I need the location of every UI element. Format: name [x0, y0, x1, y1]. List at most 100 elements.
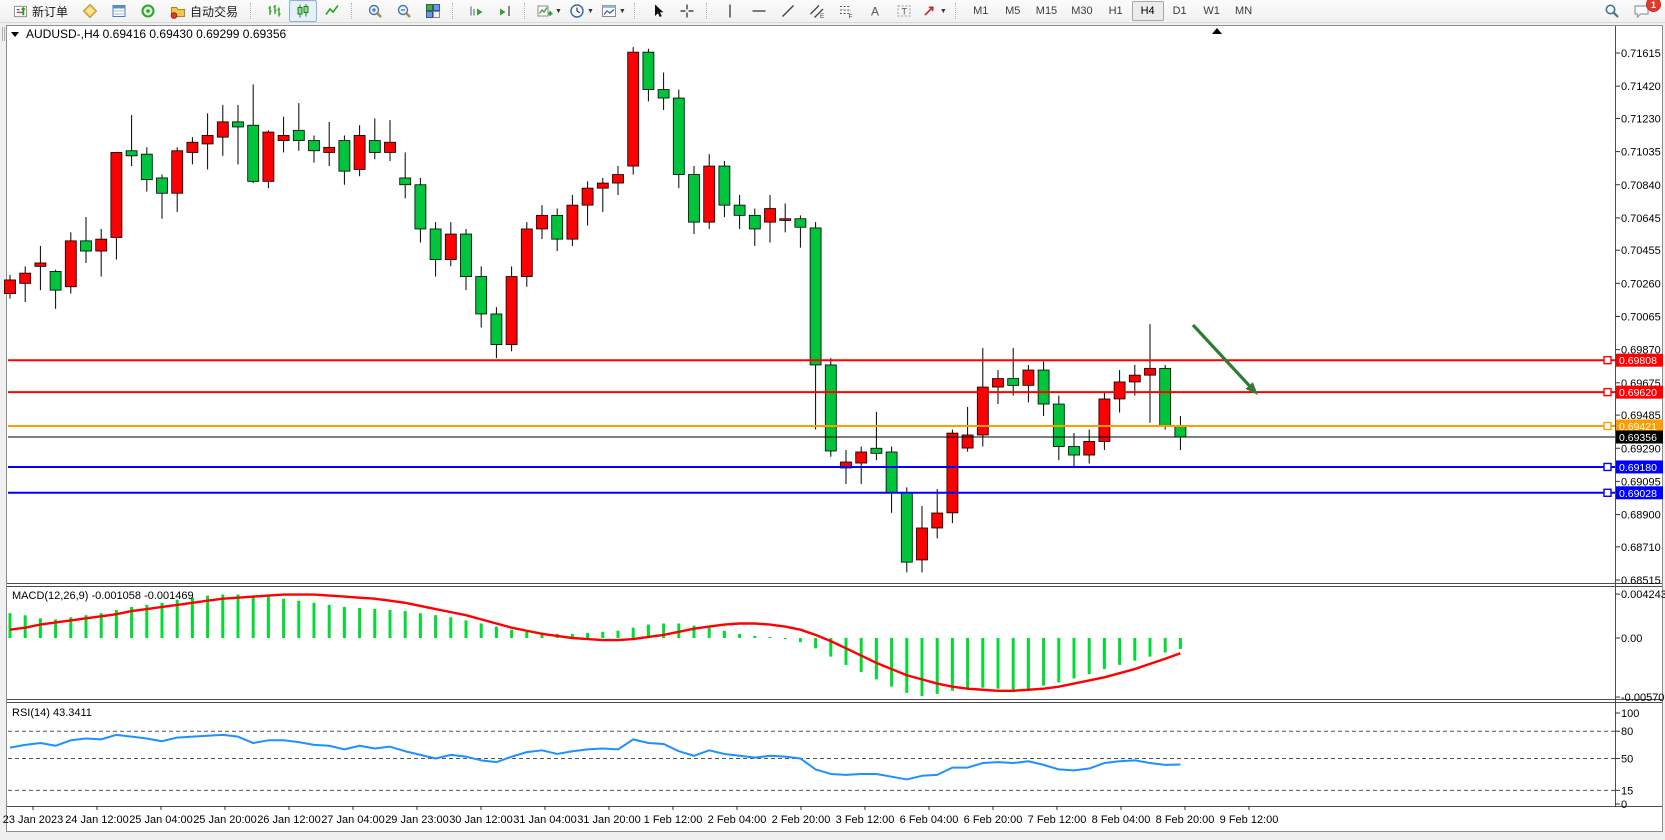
candle-body: [612, 174, 624, 184]
candle-body: [186, 141, 199, 153]
templates-button[interactable]: ▼: [598, 0, 629, 22]
tab-timeframe-H1[interactable]: H1: [1108, 5, 1123, 17]
main-price-pane[interactable]: [4, 47, 1616, 573]
tab-timeframe-M1[interactable]: M1: [973, 5, 989, 17]
candle-body: [64, 240, 77, 288]
candle-body: [171, 150, 184, 194]
market-watch-button[interactable]: [76, 0, 104, 22]
price-badge-label: 0.69356: [1619, 432, 1657, 444]
rsi-pane[interactable]: [8, 730, 1615, 791]
horizontal-line-tool-button[interactable]: [745, 0, 773, 22]
periods-button[interactable]: ▼: [566, 0, 597, 22]
line-chart-type-button[interactable]: [318, 0, 346, 22]
tab-timeframe-W1[interactable]: W1: [1203, 5, 1220, 17]
chart-shift-button[interactable]: [491, 0, 519, 22]
tile-windows-button[interactable]: [419, 0, 447, 22]
auto-trading-button[interactable]: 自动交易: [163, 0, 245, 22]
candle-body: [19, 272, 32, 284]
tab-timeframe-MN[interactable]: MN: [1235, 5, 1253, 17]
notification-count-badge: 1: [1646, 0, 1661, 12]
time-tick-label: 25 Jan 20:00: [193, 814, 257, 826]
price-tick-label: 0.68515: [1621, 575, 1661, 587]
annotation-arrow[interactable]: [1191, 323, 1253, 390]
level-line-handle[interactable]: [1603, 462, 1612, 472]
price-badge-label: 0.69808: [1619, 355, 1657, 367]
indicators-button[interactable]: ▼: [534, 0, 565, 22]
data-window-button[interactable]: [105, 0, 133, 22]
candle-body: [718, 165, 731, 206]
clock-icon: [570, 4, 584, 18]
auto-trading-icon: [170, 7, 186, 19]
candle-body: [338, 140, 351, 172]
candle-body: [840, 461, 852, 469]
candle-body: [34, 262, 47, 267]
candle-body: [1068, 446, 1080, 456]
data-window-icon: [112, 5, 126, 17]
candle-body: [414, 184, 427, 230]
tab-timeframe-D1[interactable]: D1: [1172, 5, 1187, 17]
price-tick-label: 0.69095: [1621, 476, 1661, 488]
candle-body: [794, 218, 807, 228]
time-tick-label: 1 Feb 12:00: [644, 814, 703, 826]
symbol-dropdown-icon[interactable]: [11, 32, 19, 37]
level-line-handle[interactable]: [1603, 387, 1612, 397]
navigator-button[interactable]: [134, 0, 162, 22]
text-label-tool-button[interactable]: T: [890, 0, 918, 22]
tile-windows-icon: [426, 4, 441, 18]
equidistant-channel-tool-button[interactable]: E: [803, 0, 831, 22]
level-line-handle[interactable]: [1603, 421, 1612, 431]
arrows-tool-button[interactable]: ▼: [919, 0, 950, 22]
time-tick-label: 24 Jan 12:00: [65, 814, 129, 826]
bar-chart-type-button[interactable]: [260, 0, 288, 22]
price-badge: [1616, 460, 1663, 474]
candle-body: [125, 150, 138, 157]
tab-timeframe-M15[interactable]: M15: [1035, 5, 1058, 17]
zoom-out-button[interactable]: [390, 0, 418, 22]
new-order-button[interactable]: 新订单: [6, 0, 75, 22]
chart-canvas[interactable]: 0.71615 0.71420 0.71230 0.71035 0.70840 0.706…: [0, 23, 1665, 835]
candle-body: [1128, 374, 1141, 383]
level-line-handle[interactable]: [1603, 488, 1612, 497]
candle-body: [900, 492, 913, 563]
trendline-tool-button[interactable]: [774, 0, 802, 22]
price-tick-label: 0.70455: [1621, 245, 1661, 257]
text-tool-button[interactable]: A: [861, 0, 889, 22]
candle-body: [642, 51, 655, 90]
candle-body: [764, 208, 776, 223]
fibonacci-tool-button[interactable]: F: [832, 0, 860, 22]
fibonacci-icon: F: [839, 5, 852, 19]
candle-body: [384, 141, 396, 153]
candle-body: [809, 227, 822, 366]
svg-text:A: A: [871, 5, 879, 19]
navigator-icon: [141, 4, 155, 18]
candle-body: [824, 364, 837, 452]
level-line-handle[interactable]: [1603, 355, 1612, 365]
price-tick-label: 0.71230: [1621, 113, 1661, 125]
chevron-down-icon: ▼: [939, 7, 947, 15]
tab-timeframe-M30[interactable]: M30: [1071, 5, 1093, 17]
tab-timeframe-M5[interactable]: M5: [1005, 5, 1021, 17]
crosshair-button[interactable]: [673, 0, 701, 22]
time-axis[interactable]: 23 Jan 2023 24 Jan 12:00 25 Jan 04:00 25 Ja…: [3, 806, 1279, 826]
main-toolbar: 新订单 自动交易: [0, 0, 1665, 23]
cursor-button[interactable]: [644, 0, 672, 22]
notifications-button[interactable]: 1: [1627, 0, 1661, 22]
vertical-line-tool-button[interactable]: [716, 0, 744, 22]
rsi-line: [9, 733, 1181, 781]
candlestick-chart-type-button[interactable]: [289, 0, 318, 22]
auto-scroll-button[interactable]: [462, 0, 490, 22]
search-button[interactable]: [1598, 0, 1626, 22]
macd-signal-line: [9, 593, 1181, 692]
vertical-line-icon: [729, 4, 731, 18]
macd-pane[interactable]: [8, 593, 1182, 696]
tab-timeframe-H4[interactable]: H4: [1131, 1, 1164, 21]
time-tick-label: 29 Jan 23:00: [385, 814, 449, 826]
price-tick-label: 0.70260: [1621, 278, 1661, 290]
candle-body: [566, 204, 579, 240]
candle-body: [1007, 378, 1020, 386]
candle-body: [627, 51, 640, 167]
price-badge: [1616, 430, 1663, 444]
price-badge-label: 0.69180: [1619, 462, 1657, 474]
price-axis[interactable]: 0.71615 0.71420 0.71230 0.71035 0.70840 0.706…: [1615, 48, 1665, 811]
zoom-in-button[interactable]: [361, 0, 389, 22]
